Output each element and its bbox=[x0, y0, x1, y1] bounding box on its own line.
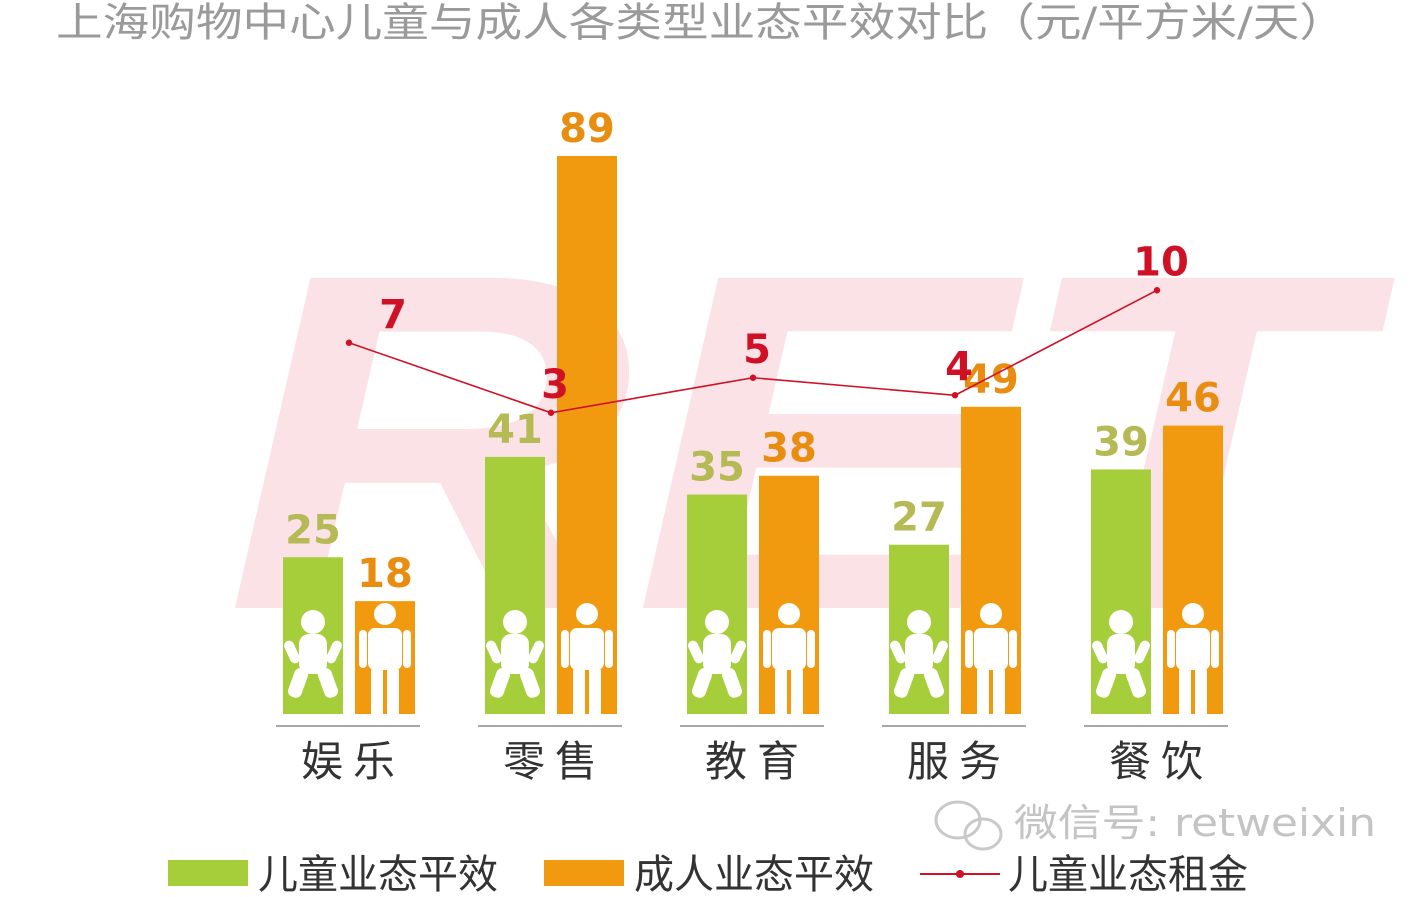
child-value-label: 25 bbox=[285, 507, 341, 553]
rent-value-label: 5 bbox=[743, 327, 771, 373]
rent-line-layer: 7 3 5 4 10 bbox=[345, 239, 1189, 416]
child-bar-2 bbox=[485, 456, 545, 714]
rent-point-2 bbox=[547, 409, 555, 416]
category-label-5: 餐饮 bbox=[1109, 737, 1213, 786]
adult-value-label: 18 bbox=[357, 551, 413, 597]
legend: 儿童业态平效 成人业态平效 儿童业态租金 bbox=[168, 852, 1248, 897]
child-value-label: 39 bbox=[1093, 419, 1149, 465]
adult-value-label: 38 bbox=[761, 426, 817, 472]
chart-title: 上海购物中心儿童与成人各类型业态平效对比（元/平方米/天） bbox=[56, 0, 1346, 46]
legend-swatch-children bbox=[168, 860, 248, 886]
child-value-label: 27 bbox=[891, 495, 947, 541]
wechat-icon bbox=[934, 800, 1003, 851]
rent-value-label: 10 bbox=[1133, 239, 1189, 285]
legend-label-adult: 成人业态平效 bbox=[634, 852, 874, 897]
adult-value-label: 89 bbox=[559, 106, 615, 152]
legend-label-rent: 儿童业态租金 bbox=[1008, 852, 1248, 897]
adult-bar-3 bbox=[759, 475, 819, 714]
legend-rent-marker bbox=[956, 870, 964, 878]
adult-value-label: 49 bbox=[963, 357, 1019, 403]
rent-value-label: 3 bbox=[541, 362, 569, 408]
child-bar-5 bbox=[1091, 469, 1151, 714]
rent-value-label: 4 bbox=[945, 344, 973, 390]
child-value-label: 35 bbox=[689, 445, 745, 491]
adult-value-label: 46 bbox=[1165, 376, 1221, 422]
category-label-2: 零售 bbox=[503, 737, 607, 786]
category-label-4: 服务 bbox=[907, 737, 1011, 786]
rent-point-5 bbox=[1153, 287, 1161, 294]
wechat-watermark: 微信号: retweixin bbox=[934, 800, 1376, 851]
wechat-id: 微信号: retweixin bbox=[1014, 801, 1376, 845]
rent-point-1 bbox=[345, 339, 353, 346]
adult-bar-5 bbox=[1163, 425, 1223, 714]
category-label-1: 娱乐 bbox=[301, 737, 405, 786]
rent-value-label: 7 bbox=[379, 292, 407, 338]
rent-point-3 bbox=[749, 374, 757, 381]
child-value-label: 41 bbox=[487, 407, 543, 453]
category-axis: 娱乐 零售 教育 服务 餐饮 bbox=[276, 725, 1228, 786]
legend-swatch-adult bbox=[544, 860, 624, 886]
legend-label-children: 儿童业态平效 bbox=[258, 852, 498, 897]
category-label-3: 教育 bbox=[705, 737, 809, 786]
rent-point-4 bbox=[951, 392, 959, 399]
